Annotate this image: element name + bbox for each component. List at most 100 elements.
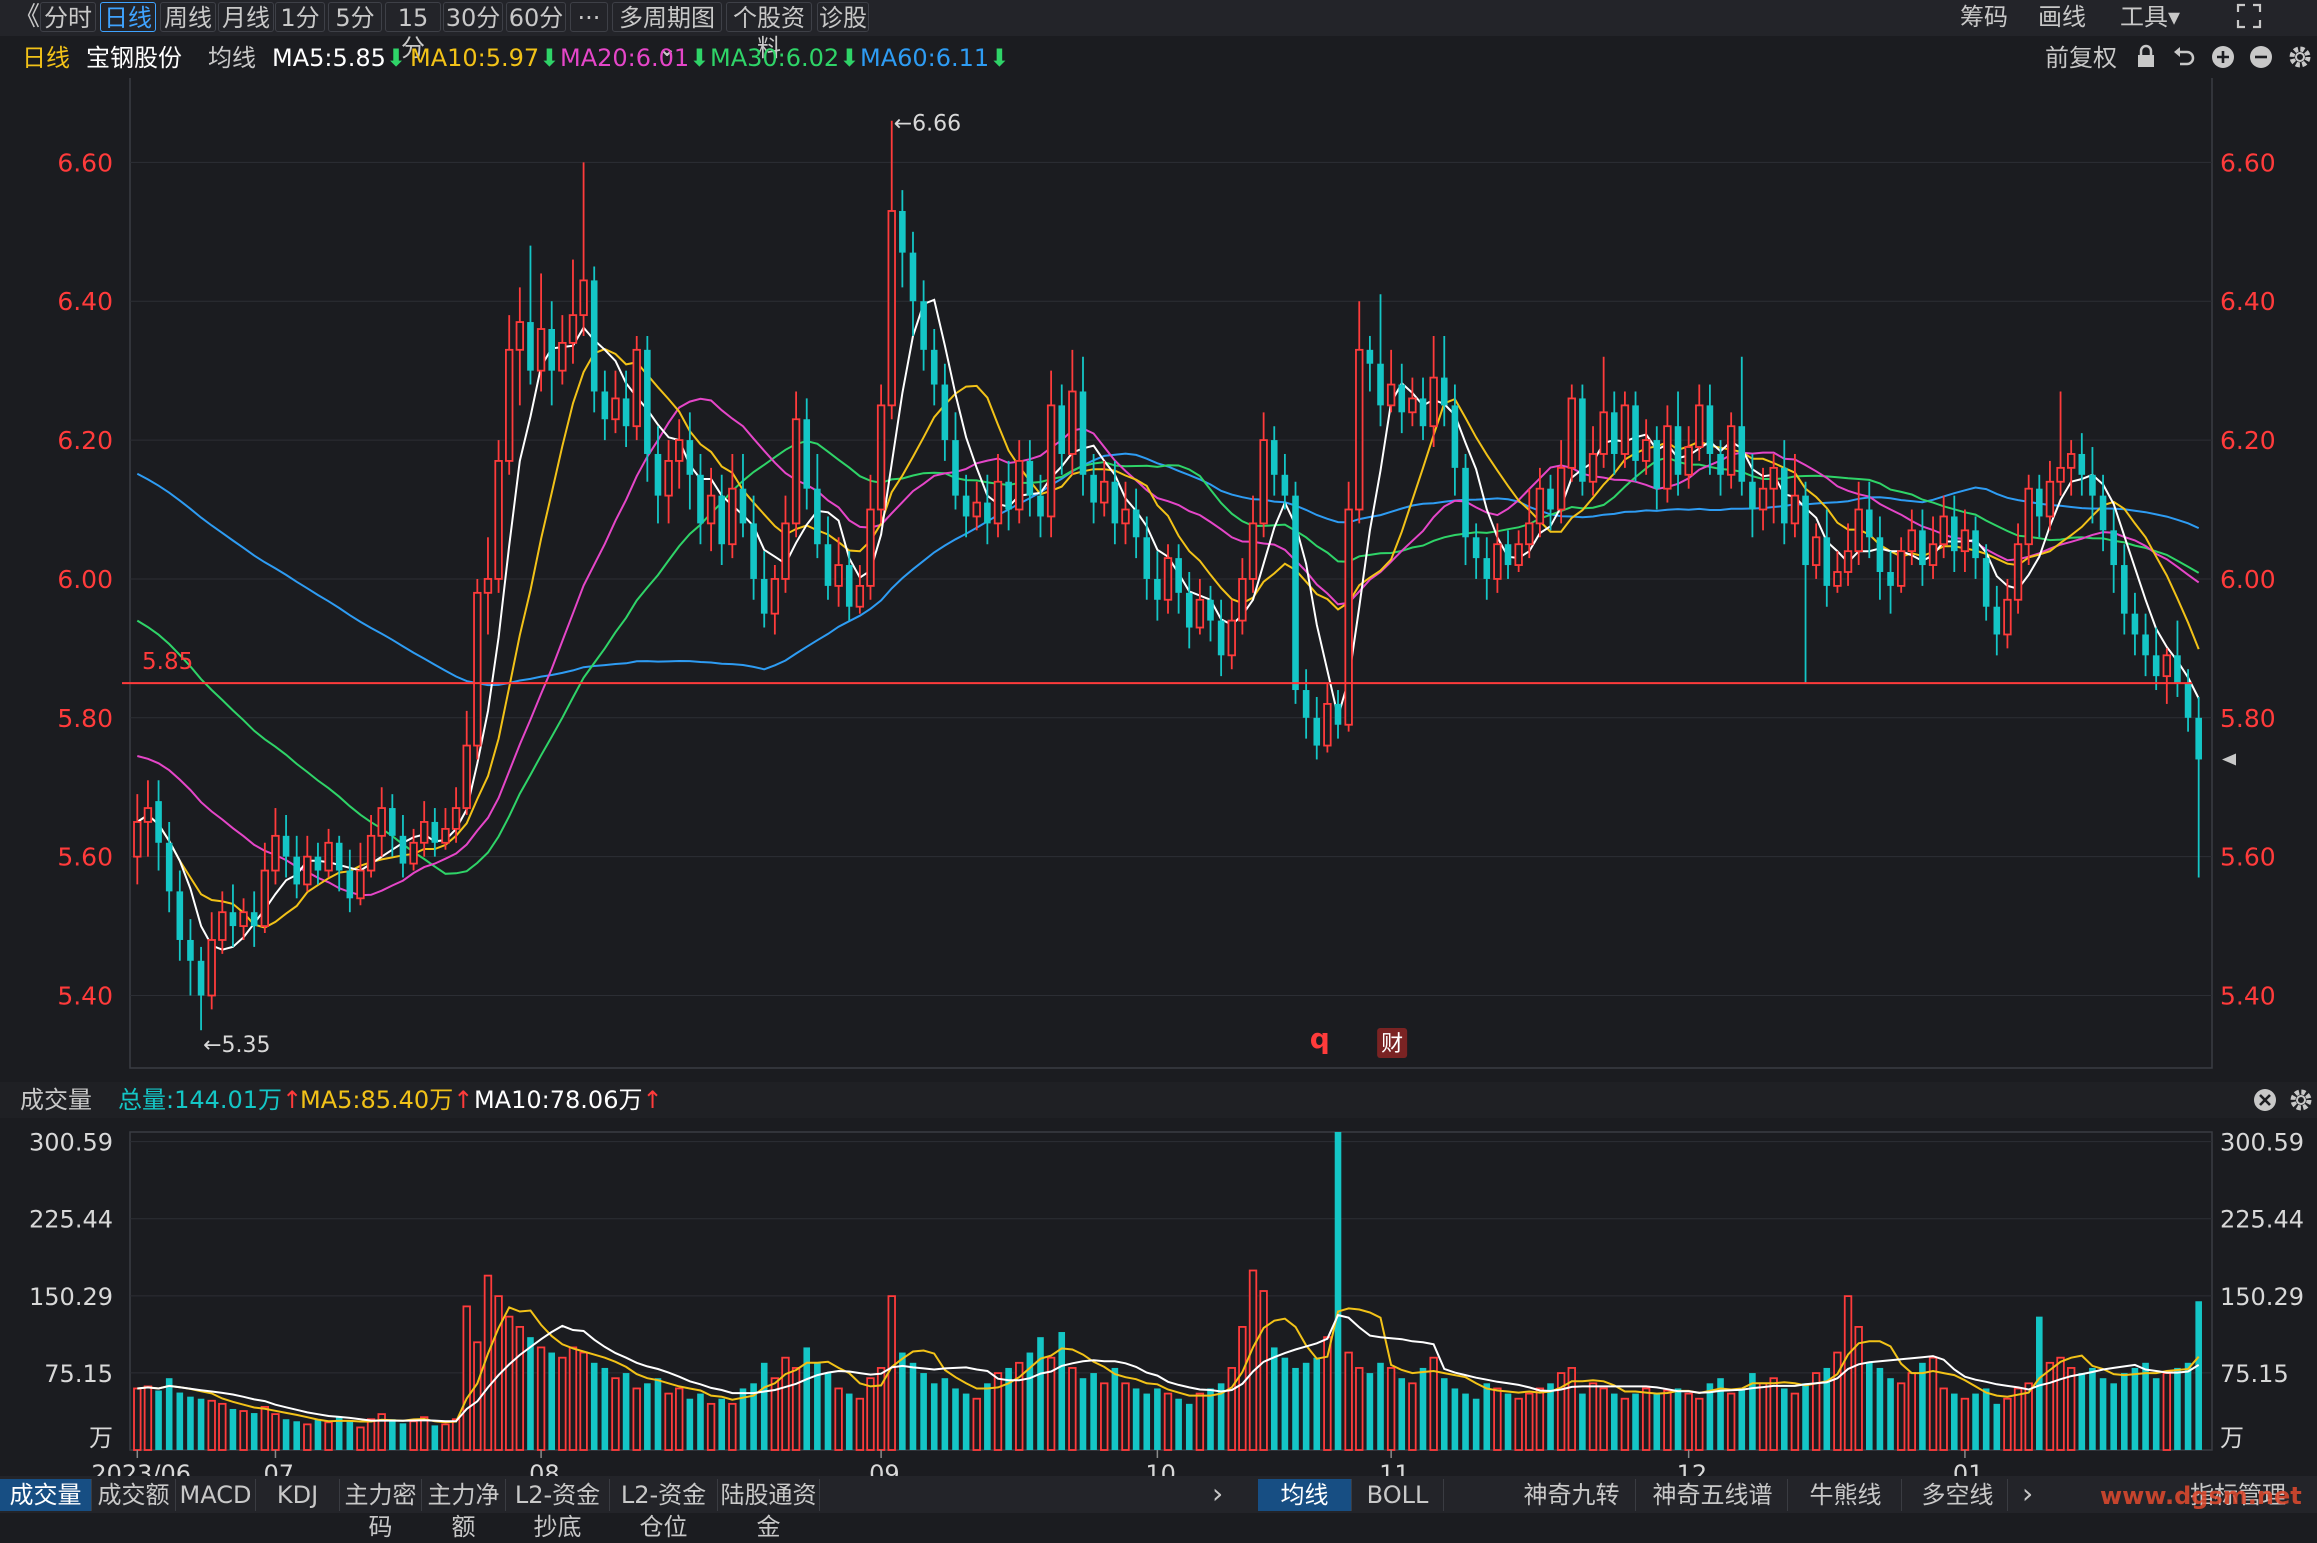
candle[interactable] bbox=[494, 440, 503, 593]
volume-bar[interactable] bbox=[1143, 1393, 1151, 1450]
candle[interactable] bbox=[803, 398, 811, 510]
candle[interactable] bbox=[1896, 537, 1906, 593]
candle[interactable] bbox=[1175, 544, 1182, 614]
volume-bar[interactable] bbox=[1928, 1356, 1938, 1451]
overlay-tab-0[interactable]: 均线 bbox=[1258, 1479, 1352, 1511]
candle[interactable] bbox=[1769, 453, 1778, 524]
volume-bar[interactable] bbox=[887, 1295, 896, 1451]
candle[interactable] bbox=[1037, 474, 1044, 538]
indicator-tab-8[interactable]: 陆股通资金 bbox=[718, 1479, 820, 1541]
volume-bar[interactable] bbox=[303, 1423, 312, 1451]
period-tab-9[interactable]: ··· bbox=[570, 2, 608, 32]
volume-bar[interactable] bbox=[2036, 1316, 2043, 1450]
volume-bar[interactable] bbox=[611, 1377, 620, 1451]
volume-bar[interactable] bbox=[866, 1377, 875, 1451]
volume-bar[interactable] bbox=[1811, 1372, 1821, 1451]
candle[interactable] bbox=[824, 516, 832, 600]
volume-bar[interactable] bbox=[2110, 1383, 2117, 1450]
candle[interactable] bbox=[207, 912, 216, 1010]
volume-bar[interactable] bbox=[2152, 1378, 2160, 1450]
candle[interactable] bbox=[1472, 523, 1480, 579]
candle[interactable] bbox=[389, 794, 396, 857]
volume-bar[interactable] bbox=[1919, 1362, 1926, 1450]
volume-bar[interactable] bbox=[993, 1372, 1003, 1451]
candle[interactable] bbox=[1579, 384, 1586, 496]
volume-bar[interactable] bbox=[1684, 1392, 1693, 1451]
candle[interactable] bbox=[1163, 544, 1173, 614]
volume-bar[interactable] bbox=[324, 1421, 333, 1451]
candle[interactable] bbox=[1876, 516, 1884, 600]
candle[interactable] bbox=[1429, 335, 1438, 448]
candle[interactable] bbox=[282, 815, 290, 878]
volume-bar[interactable] bbox=[1535, 1387, 1545, 1451]
candle[interactable] bbox=[1663, 405, 1672, 503]
volume-bar[interactable] bbox=[739, 1388, 747, 1450]
overlay-tab-2[interactable]: 神奇九转 bbox=[1508, 1479, 1636, 1511]
candle[interactable] bbox=[2013, 523, 2023, 614]
volume-bar[interactable] bbox=[250, 1413, 258, 1450]
candle[interactable] bbox=[1928, 516, 1938, 579]
volume-bar[interactable] bbox=[1472, 1398, 1480, 1450]
candle[interactable] bbox=[739, 453, 747, 538]
candle[interactable] bbox=[1344, 481, 1353, 732]
candle[interactable] bbox=[1377, 294, 1384, 427]
volume-bar[interactable] bbox=[941, 1378, 949, 1450]
volume-bar[interactable] bbox=[632, 1387, 641, 1451]
overlay-tab-1[interactable]: BOLL bbox=[1352, 1479, 1444, 1511]
volume-bar[interactable] bbox=[2121, 1373, 2128, 1450]
volume-bar[interactable] bbox=[1567, 1367, 1576, 1451]
candle[interactable] bbox=[855, 565, 865, 614]
volume-bar[interactable] bbox=[165, 1378, 173, 1450]
period-tab-4[interactable]: 1分 bbox=[275, 2, 325, 32]
volume-bar[interactable] bbox=[1896, 1382, 1906, 1451]
candle[interactable] bbox=[590, 266, 598, 413]
volume-bar[interactable] bbox=[1195, 1392, 1205, 1451]
candle[interactable] bbox=[845, 551, 853, 621]
volume-bar[interactable] bbox=[527, 1337, 534, 1450]
candle[interactable] bbox=[1015, 440, 1024, 524]
volume-bar[interactable] bbox=[1344, 1351, 1353, 1451]
candle[interactable] bbox=[1738, 356, 1746, 496]
volume-bar[interactable] bbox=[1951, 1393, 1958, 1450]
volume-bar[interactable] bbox=[644, 1383, 651, 1450]
volume-bar[interactable] bbox=[548, 1352, 556, 1450]
candle[interactable] bbox=[1706, 384, 1714, 475]
indicator-tab-1[interactable]: 成交额 bbox=[92, 1479, 176, 1511]
candle[interactable] bbox=[1599, 356, 1608, 468]
candle[interactable] bbox=[229, 884, 237, 947]
candle[interactable] bbox=[2174, 620, 2181, 697]
period-tab-11[interactable]: 个股资料 bbox=[726, 2, 812, 62]
volume-bar[interactable] bbox=[834, 1387, 843, 1451]
candle[interactable] bbox=[1556, 440, 1566, 524]
volume-bar[interactable] bbox=[814, 1362, 821, 1450]
period-tab-7[interactable]: 30分 bbox=[443, 2, 503, 32]
volume-bar[interactable] bbox=[1865, 1362, 1873, 1450]
candle[interactable] bbox=[601, 370, 609, 441]
candle[interactable] bbox=[622, 370, 630, 448]
volume-bar[interactable] bbox=[760, 1362, 768, 1450]
candle[interactable] bbox=[1854, 481, 1863, 566]
volume-bar[interactable] bbox=[356, 1426, 365, 1451]
volume-bar[interactable] bbox=[909, 1362, 917, 1450]
candle[interactable] bbox=[1567, 384, 1576, 482]
volume-bar[interactable] bbox=[260, 1406, 270, 1451]
candle[interactable] bbox=[791, 391, 801, 538]
volume-bar[interactable] bbox=[1408, 1382, 1417, 1451]
volume-bar[interactable] bbox=[1556, 1372, 1566, 1451]
volume-bar[interactable] bbox=[1366, 1373, 1374, 1450]
candle[interactable] bbox=[1366, 335, 1374, 392]
volume-bar[interactable] bbox=[1726, 1392, 1736, 1451]
candle[interactable] bbox=[2110, 509, 2117, 593]
candle[interactable] bbox=[155, 780, 162, 871]
volume-bar[interactable] bbox=[686, 1398, 694, 1450]
candle[interactable] bbox=[314, 842, 322, 885]
volume-bar[interactable] bbox=[1547, 1383, 1554, 1450]
volume-bar[interactable] bbox=[1674, 1388, 1682, 1450]
candle[interactable] bbox=[2045, 460, 2055, 531]
candle[interactable] bbox=[505, 315, 514, 475]
candle[interactable] bbox=[750, 495, 757, 600]
volume-bar[interactable] bbox=[728, 1402, 737, 1451]
finance-marker[interactable]: 财 bbox=[1381, 1032, 1403, 1057]
volume-bar[interactable] bbox=[920, 1373, 927, 1450]
candle[interactable] bbox=[1695, 384, 1704, 461]
